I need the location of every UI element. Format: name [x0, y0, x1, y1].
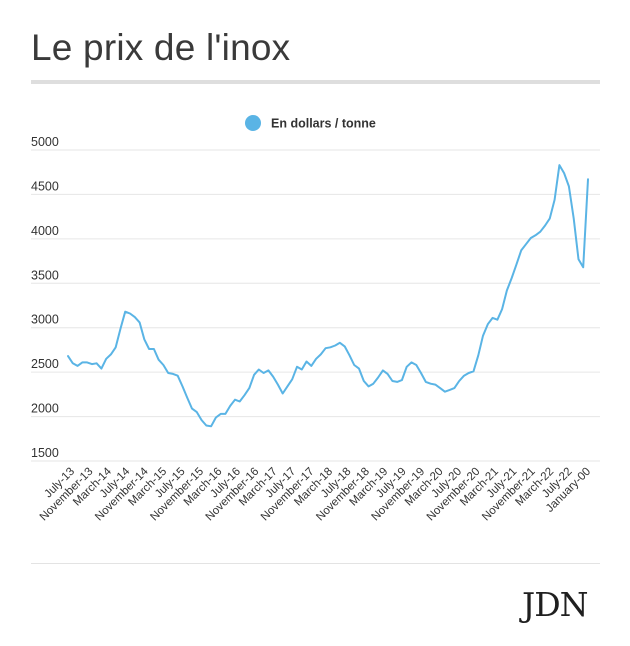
- y-tick-label: 2500: [31, 357, 59, 371]
- page-title: Le prix de l'inox: [31, 27, 291, 68]
- title-divider: [31, 80, 600, 84]
- jdn-logo: JDN: [522, 585, 589, 624]
- y-tick-label: 2000: [31, 402, 59, 416]
- y-tick-label: 4000: [31, 224, 59, 238]
- bottom-divider: [31, 563, 600, 564]
- y-tick-label: 3500: [31, 268, 59, 282]
- x-axis: July-13November-13March-14July-14Novembe…: [38, 465, 593, 523]
- y-axis: 5000 4500 4000 3500 3000 2500 2000 1500: [31, 135, 59, 460]
- y-tick-label: 3000: [31, 313, 59, 327]
- y-tick-label: 1500: [31, 446, 59, 460]
- grid-lines: [31, 149, 600, 462]
- legend-marker: [245, 115, 261, 131]
- y-tick-label: 4500: [31, 179, 59, 193]
- legend: En dollars / tonne: [245, 115, 376, 131]
- legend-label[interactable]: En dollars / tonne: [271, 117, 376, 131]
- y-tick-label: 5000: [31, 135, 59, 149]
- series-line-price[interactable]: [67, 164, 589, 428]
